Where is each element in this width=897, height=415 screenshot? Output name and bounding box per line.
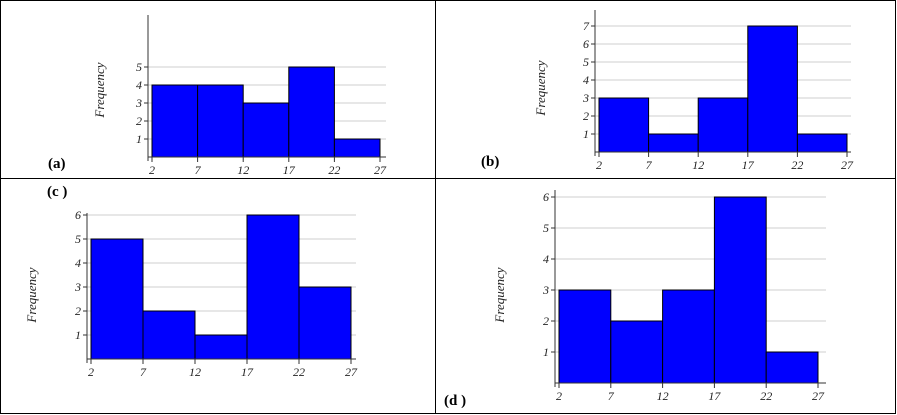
- x-tick-label: 27: [345, 365, 358, 379]
- y-axis-label: Frequency: [533, 60, 548, 116]
- y-tick-label: 5: [543, 221, 549, 235]
- x-tick-label: 22: [328, 163, 340, 177]
- x-tick-label: 7: [646, 158, 653, 172]
- histogram-bar: [697, 97, 749, 153]
- y-tick-label: 5: [75, 232, 81, 246]
- x-tick-label: 7: [608, 389, 615, 403]
- x-tick-label: 27: [374, 163, 387, 177]
- histogram-bar: [333, 138, 381, 158]
- x-tick-label: 27: [841, 158, 854, 172]
- histogram-bar: [288, 66, 335, 158]
- histogram-bar: [298, 286, 352, 360]
- y-tick-label: 1: [543, 345, 549, 359]
- histogram-bar: [662, 289, 715, 384]
- x-tick-label: 27: [812, 389, 825, 403]
- y-tick-label: 2: [75, 304, 81, 318]
- histogram-bar: [197, 84, 244, 158]
- y-tick-label: 4: [75, 256, 81, 270]
- histogram-bar: [151, 84, 199, 158]
- y-axis-label: Frequency: [492, 267, 507, 323]
- histogram-bar: [242, 102, 290, 158]
- histogram-bar: [90, 238, 144, 360]
- y-tick-label: 1: [75, 328, 81, 342]
- x-tick-label: 22: [760, 389, 772, 403]
- panel-label: (c ): [47, 184, 67, 200]
- y-tick-label: 6: [583, 37, 589, 51]
- x-tick-label: 12: [237, 163, 249, 177]
- histogram-bar: [194, 334, 248, 360]
- x-tick-label: 22: [293, 365, 305, 379]
- y-tick-label: 2: [543, 314, 549, 328]
- y-axis-label: Frequency: [92, 62, 107, 118]
- histogram-bar: [558, 289, 612, 384]
- x-tick-label: 12: [692, 158, 704, 172]
- x-tick-label: 2: [596, 158, 602, 172]
- panel-label: (a): [48, 156, 66, 172]
- y-tick-label: 3: [74, 280, 81, 294]
- panel-label: (d ): [444, 393, 466, 409]
- histogram-bar: [142, 310, 196, 360]
- histogram-bar: [713, 196, 767, 384]
- x-tick-label: 7: [195, 163, 202, 177]
- x-tick-label: 12: [189, 365, 201, 379]
- y-tick-label: 3: [582, 91, 589, 105]
- y-tick-label: 5: [583, 55, 589, 69]
- x-tick-label: 17: [241, 365, 254, 379]
- x-tick-label: 2: [556, 389, 562, 403]
- y-tick-label: 1: [136, 132, 142, 146]
- y-tick-label: 4: [583, 73, 589, 87]
- y-tick-label: 2: [583, 109, 589, 123]
- x-tick-label: 17: [742, 158, 755, 172]
- histogram-bar: [648, 133, 699, 153]
- x-tick-label: 7: [140, 365, 147, 379]
- x-tick-label: 2: [88, 365, 94, 379]
- x-tick-label: 17: [283, 163, 296, 177]
- y-tick-label: 4: [136, 78, 142, 92]
- x-tick-label: 12: [657, 389, 669, 403]
- y-tick-label: 7: [583, 19, 590, 33]
- y-tick-label: 3: [135, 96, 142, 110]
- histogram-bar: [765, 351, 819, 384]
- histogram-bar: [610, 320, 664, 384]
- x-tick-label: 2: [149, 163, 155, 177]
- histogram-bar: [747, 25, 798, 153]
- y-tick-label: 3: [542, 283, 549, 297]
- y-tick-label: 6: [543, 190, 549, 204]
- histogram-bar: [796, 133, 848, 153]
- y-tick-label: 1: [583, 127, 589, 141]
- x-tick-label: 17: [708, 389, 721, 403]
- panel-label: (b): [481, 154, 499, 170]
- y-axis-label: Frequency: [24, 267, 39, 323]
- y-tick-label: 6: [75, 208, 81, 222]
- y-tick-label: 4: [543, 252, 549, 266]
- histogram-bar: [598, 97, 650, 153]
- x-tick-label: 22: [791, 158, 803, 172]
- histogram-bar: [246, 214, 300, 360]
- y-tick-label: 5: [136, 60, 142, 74]
- y-tick-label: 2: [136, 114, 142, 128]
